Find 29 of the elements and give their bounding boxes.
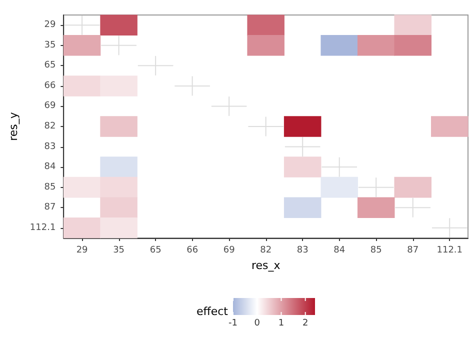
- y-tick-label: 65: [44, 60, 56, 71]
- color-bar-label: 1: [278, 318, 284, 328]
- color-bar-title: effect: [196, 305, 229, 318]
- color-bar-label: 2: [302, 318, 308, 328]
- y-tick-label: 69: [44, 101, 56, 112]
- x-tick-label: 83: [296, 246, 308, 256]
- y-tick-label: 66: [44, 80, 56, 91]
- x-tick-label: 66: [186, 246, 198, 256]
- y-tick-label: 84: [44, 162, 56, 172]
- y-tick-label: 29: [44, 20, 56, 30]
- x-tick-label: 29: [76, 246, 88, 256]
- x-tick-label: 82: [260, 246, 272, 256]
- x-tick-label: 35: [113, 246, 125, 256]
- color-bar-label: -1: [228, 318, 238, 328]
- x-tick-label: 69: [223, 246, 236, 256]
- y-tick-label: 85: [44, 182, 56, 192]
- y-tick-label: 35: [44, 40, 56, 50]
- y-tick-label: 83: [44, 142, 56, 152]
- x-tick-label: 84: [334, 246, 346, 256]
- x-tick-label: 112.1: [436, 246, 463, 256]
- x-tick-label: 87: [407, 246, 419, 256]
- x-tick-label: 85: [370, 246, 382, 256]
- color-bar-label: 0: [254, 318, 260, 328]
- y-tick-label: 87: [44, 202, 56, 213]
- y-tick-label: 112.1: [30, 222, 56, 233]
- y-tick-label: 82: [44, 122, 56, 132]
- y-axis-title: res_y: [7, 112, 20, 141]
- x-axis-title: res_x: [251, 258, 281, 272]
- x-tick-label: 65: [150, 246, 162, 256]
